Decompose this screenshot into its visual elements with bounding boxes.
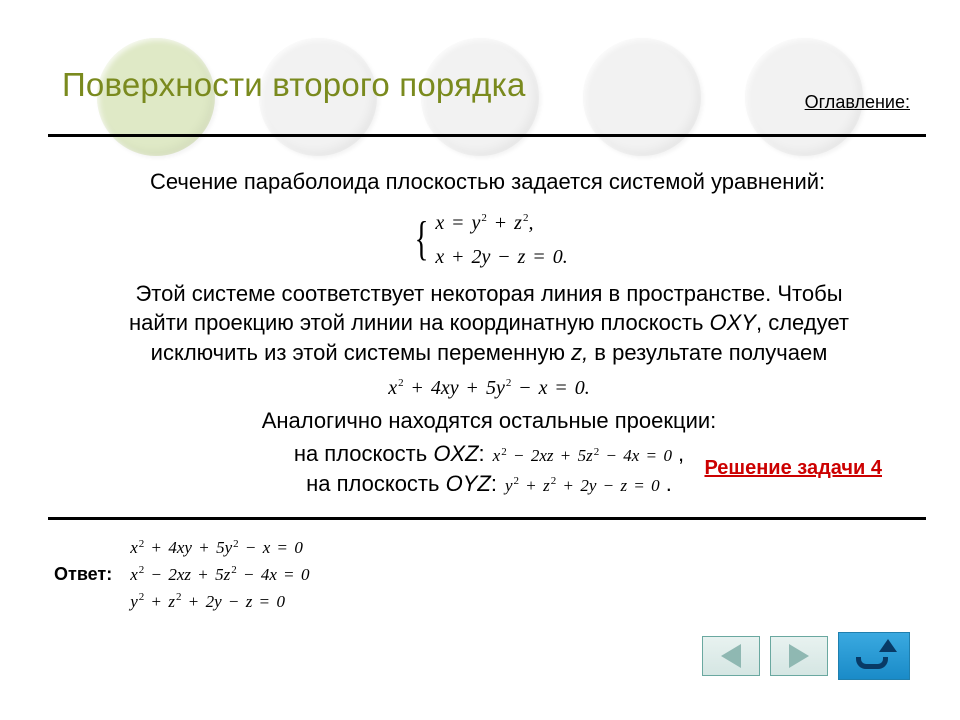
solution-link[interactable]: Решение задачи 4 [704, 457, 882, 480]
system-eq-1: x = y2 + z2, [435, 207, 567, 237]
answer-label: Ответ: [54, 564, 112, 585]
system-eq-2: x + 2y − z = 0. [435, 241, 567, 271]
proj-oxz-label: на плоскость OXZ: [294, 439, 485, 469]
proj-oxz-eq: x2 − 2xz + 5z2 − 4x = 0 , [493, 439, 685, 469]
proj-oyz-label: на плоскость OYZ: [306, 469, 497, 499]
answer-eq-3: y2 + z2 + 2y − z = 0 [130, 591, 309, 612]
page-title: Поверхности второго порядка [62, 66, 926, 104]
answer-equations: x2 + 4xy + 5y2 − x = 0 x2 − 2xz + 5z2 − … [130, 538, 309, 612]
answer-eq-1: x2 + 4xy + 5y2 − x = 0 [130, 538, 309, 559]
paragraph-2: Этой системе соответствует некоторая лин… [108, 279, 870, 368]
answer-block: Ответ: x2 + 4xy + 5y2 − x = 0 x2 − 2xz +… [48, 538, 930, 612]
toc-link[interactable]: Оглавление: [805, 92, 910, 113]
proj-oyz-eq: y2 + z2 + 2y − z = 0 . [505, 469, 672, 499]
bottom-rule [48, 517, 926, 520]
equation-main: x2 + 4xy + 5y2 − x = 0. [108, 372, 870, 402]
title-block: Поверхности второго порядка [48, 58, 926, 137]
answer-eq-2: x2 − 2xz + 5z2 − 4x = 0 [130, 564, 309, 585]
equation-system: { x = y2 + z2, x + 2y − z = 0. [410, 207, 567, 271]
paragraph-1: Сечение параболоида плоскостью задается … [108, 167, 870, 197]
brace-icon: { [415, 215, 429, 263]
body-text: Сечение параболоида плоскостью задается … [48, 137, 930, 499]
slide-content: Оглавление: Поверхности второго порядка … [48, 58, 930, 690]
paragraph-3: Аналогично находятся остальные проекции: [108, 406, 870, 436]
